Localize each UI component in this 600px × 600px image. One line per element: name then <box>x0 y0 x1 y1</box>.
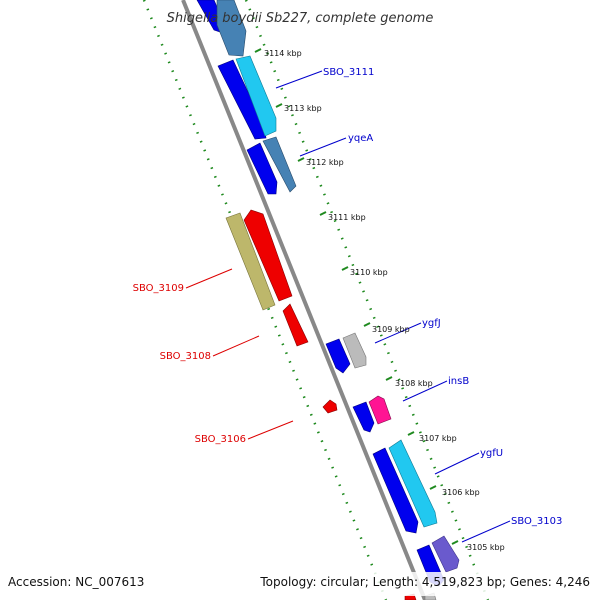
label-leaders-left <box>185 268 294 440</box>
cds-feature[interactable] <box>282 303 309 347</box>
tick-label: 3109 kbp <box>372 325 410 334</box>
cds-feature[interactable] <box>225 212 276 311</box>
accession-text: Accession: NC_007613 <box>8 575 144 589</box>
gene-label[interactable]: insB <box>448 376 469 387</box>
tick-label: 3107 kbp <box>419 434 457 443</box>
gene-label[interactable]: yqeA <box>348 133 373 144</box>
gene-label[interactable]: SBO_3106 <box>195 434 246 445</box>
label-leaders-right <box>275 70 511 543</box>
cds-feature[interactable] <box>322 399 338 414</box>
cds-feature[interactable] <box>431 535 460 573</box>
gene-label[interactable]: SBO_3103 <box>511 516 562 527</box>
gene-labels-right: SBO_3111 yqeA ygfJ insB ygfU SBO_3103 <box>323 67 562 527</box>
gene-label[interactable]: ygfJ <box>422 318 441 329</box>
cds-feature[interactable] <box>388 439 438 528</box>
cds-feature[interactable] <box>325 338 351 374</box>
tick-label: 3113 kbp <box>284 104 322 113</box>
gene-labels-left: SBO_3109 SBO_3108 SBO_3106 <box>133 283 246 445</box>
cds-feature[interactable] <box>246 142 278 195</box>
cds-feature[interactable] <box>372 447 419 534</box>
gene-label[interactable]: SBO_3111 <box>323 67 374 78</box>
tick-marks <box>254 48 459 545</box>
cds-feature[interactable] <box>216 0 247 57</box>
cds-feature[interactable] <box>342 332 367 369</box>
chart-title: Shigella boydii Sb227, complete genome <box>167 11 434 26</box>
tick-labels: 3114 kbp 3113 kbp 3112 kbp 3111 kbp 3110… <box>264 49 505 552</box>
cds-feature[interactable] <box>235 55 277 137</box>
cds-feature[interactable] <box>243 209 293 302</box>
gene-label[interactable]: SBO_3108 <box>160 351 211 362</box>
cds-feature[interactable] <box>368 395 392 425</box>
cds-feature[interactable] <box>262 136 297 193</box>
tick-label: 3108 kbp <box>395 379 433 388</box>
tick-label: 3112 kbp <box>306 158 344 167</box>
outer-dotted-track-right <box>244 0 490 600</box>
tick-label: 3114 kbp <box>264 49 302 58</box>
gene-label[interactable]: SBO_3109 <box>133 283 184 294</box>
tick-label: 3105 kbp <box>467 543 505 552</box>
tick-label: 3111 kbp <box>328 213 366 222</box>
gene-label[interactable]: ygfU <box>480 448 503 459</box>
cds-feature[interactable] <box>352 401 375 433</box>
genome-backbone <box>181 0 427 600</box>
tick-label: 3106 kbp <box>442 488 480 497</box>
footer-backdrop <box>0 572 600 596</box>
genome-summary: Topology: circular; Length: 4,519,823 bp… <box>259 575 590 589</box>
tick-label: 3110 kbp <box>350 268 388 277</box>
